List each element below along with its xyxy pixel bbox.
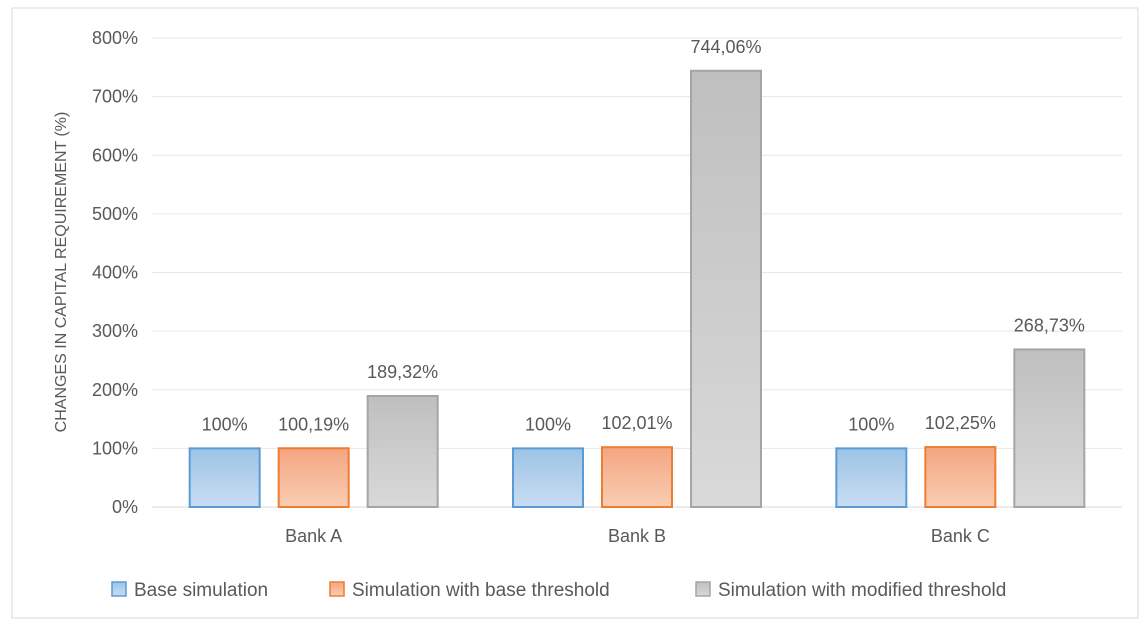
chart-frame — [11, 7, 1139, 619]
y-tick-label: 400% — [92, 263, 138, 283]
bar-bank-c-series-2 — [924, 446, 997, 508]
y-tick-label: 300% — [92, 321, 138, 341]
legend: Base simulation Simulation with base thre… — [111, 580, 1006, 601]
data-labels: 100% 100,19% 189,32% 100% 102,01% 744,06% 100%… — [202, 37, 1085, 435]
data-label: 744,06% — [690, 37, 761, 57]
data-label: 100% — [202, 414, 248, 434]
legend-label: Base simulation — [134, 580, 268, 601]
bar-bank-b-series-1 — [512, 447, 584, 508]
bar-bank-a-series-1 — [188, 447, 261, 508]
y-axis-tick-labels: 0% 100% 200% 300% 400% 500% 600% 700% 800% — [92, 28, 138, 517]
x-tick-label: Bank A — [285, 526, 342, 546]
legend-swatch — [329, 581, 345, 597]
y-axis-title: CHANGES IN CAPITAL REQUIREMENT (%) — [53, 112, 70, 433]
bar-bank-b-series-3 — [690, 69, 762, 508]
y-tick-label: 200% — [92, 380, 138, 400]
bar-bank-c-series-1 — [835, 447, 908, 508]
legend-label: Simulation with base threshold — [352, 580, 610, 601]
data-label: 189,32% — [367, 362, 438, 382]
x-axis-category-labels: Bank A Bank B Bank C — [285, 526, 990, 546]
bar-bank-a-series-2 — [277, 447, 350, 508]
data-label: 102,01% — [601, 413, 672, 433]
legend-swatch — [111, 581, 127, 597]
y-tick-label: 0% — [112, 497, 138, 517]
x-tick-label: Bank B — [608, 526, 666, 546]
y-tick-label: 100% — [92, 438, 138, 458]
data-label: 100% — [848, 414, 894, 434]
data-label: 268,73% — [1014, 315, 1085, 335]
x-tick-label: Bank C — [931, 526, 990, 546]
y-tick-label: 600% — [92, 145, 138, 165]
legend-label: Simulation with modified threshold — [718, 580, 1006, 601]
bar-bank-c-series-3 — [1013, 348, 1086, 508]
y-tick-label: 800% — [92, 28, 138, 48]
y-tick-label: 500% — [92, 204, 138, 224]
bars — [188, 69, 1086, 508]
bar-bank-a-series-3 — [366, 395, 439, 508]
data-label: 100,19% — [278, 414, 349, 434]
bar-bank-b-series-2 — [601, 446, 673, 508]
data-label: 102,25% — [925, 413, 996, 433]
legend-swatch — [695, 581, 711, 597]
data-label: 100% — [525, 414, 571, 434]
y-tick-label: 700% — [92, 87, 138, 107]
